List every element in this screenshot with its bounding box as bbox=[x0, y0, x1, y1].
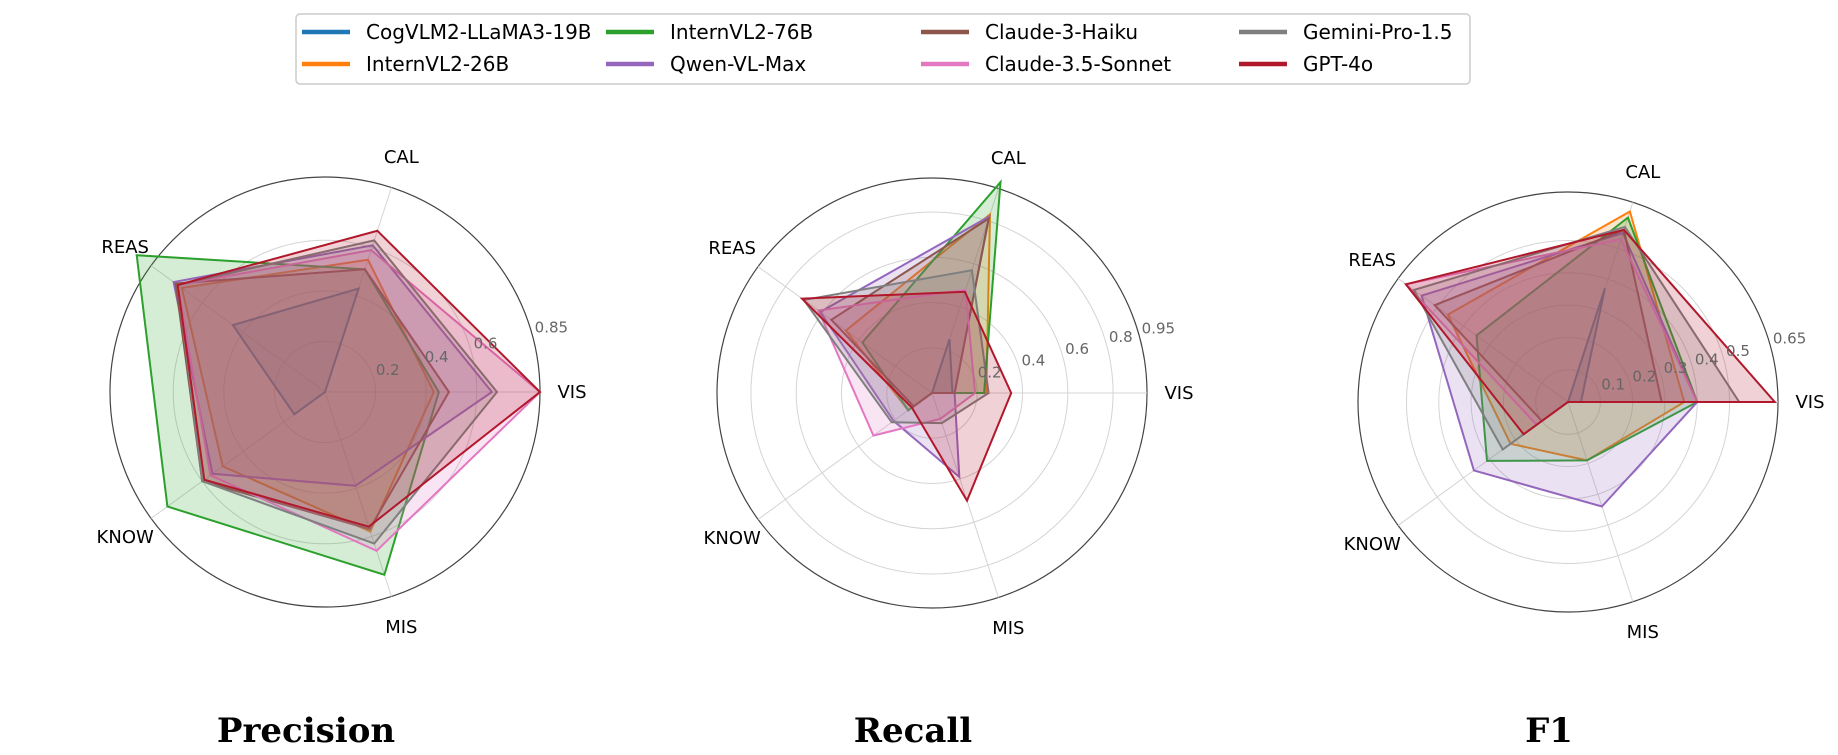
legend-label: Claude-3-Haiku bbox=[985, 20, 1138, 44]
series-claude-3-5-sonnet bbox=[176, 249, 542, 552]
panel-title: F1 bbox=[1525, 711, 1573, 751]
axis-label-cal: CAL bbox=[991, 148, 1026, 169]
series-gemini-pro-1-5 bbox=[802, 269, 990, 425]
legend-entry-claude-3-haiku: Claude-3-Haiku bbox=[921, 20, 1138, 44]
axis-label-know: KNOW bbox=[97, 527, 154, 548]
spoke-reas bbox=[150, 265, 326, 393]
series-claude-3-haiku bbox=[829, 216, 991, 408]
legend-label: Claude-3.5-Sonnet bbox=[985, 52, 1171, 76]
axis-label-reas: REAS bbox=[708, 238, 756, 259]
spoke-mis bbox=[1567, 401, 1634, 602]
legend-label: Qwen-VL-Max bbox=[670, 52, 806, 76]
axis-label-vis: VIS bbox=[1164, 383, 1193, 404]
tick-label: 0.2 bbox=[978, 363, 1002, 381]
legend-label: InternVL2-26B bbox=[366, 52, 509, 76]
tick-label: 0.2 bbox=[376, 361, 400, 379]
axis-label-vis: VIS bbox=[557, 382, 586, 403]
axis-label-mis: MIS bbox=[385, 617, 417, 638]
series-claude-3-5-sonnet bbox=[817, 288, 977, 437]
spoke-mis bbox=[324, 391, 392, 597]
series-cogvlm2-llama3-19b bbox=[231, 287, 361, 416]
series-internvl2-76b bbox=[135, 254, 440, 577]
panel-title: Recall bbox=[854, 711, 973, 751]
panel-title: Precision bbox=[217, 711, 395, 751]
tick-label: 0.6 bbox=[1065, 340, 1089, 358]
spoke-reas bbox=[757, 266, 933, 394]
series-gpt-4o bbox=[176, 229, 542, 528]
tick-label: 0.8 bbox=[1109, 328, 1133, 346]
legend-label: CogVLM2-LLaMA3-19B bbox=[366, 20, 592, 44]
legend-entry-internvl2-76b: InternVL2-76B bbox=[606, 20, 813, 44]
series-gpt-4o bbox=[799, 290, 1013, 503]
spoke-know bbox=[757, 392, 933, 520]
tick-label: 0.3 bbox=[1664, 359, 1688, 377]
legend-box bbox=[295, 13, 1471, 85]
axis-label-know: KNOW bbox=[1344, 534, 1401, 555]
legend-entry-cogvlm2-llama3-19b: CogVLM2-LLaMA3-19B bbox=[302, 20, 592, 44]
axis-label-cal: CAL bbox=[384, 147, 419, 168]
legend-label: InternVL2-76B bbox=[670, 20, 813, 44]
axis-label-vis: VIS bbox=[1795, 392, 1824, 413]
tick-label: 0.6 bbox=[474, 335, 498, 353]
radar-panel-recall: 0.2 0.4 0.6 0.8 0.95 VIS CAL REAS KNOW MIS Recall bbox=[704, 148, 1194, 751]
tick-label: 0.2 bbox=[1632, 367, 1656, 385]
tick-label: 0.4 bbox=[1021, 352, 1045, 370]
axis-label-mis: MIS bbox=[992, 618, 1024, 639]
radar-panels: 0.20.40.60.85VISCALREASKNOWMISPrecision0… bbox=[97, 147, 1825, 751]
legend-entry-gpt-4o: GPT-4o bbox=[1239, 52, 1373, 76]
series-gemini-pro-1-5 bbox=[176, 239, 499, 545]
axis-label-cal: CAL bbox=[1625, 162, 1660, 183]
tick-label: 0.65 bbox=[1773, 330, 1806, 348]
series-gpt-4o bbox=[1404, 228, 1778, 436]
legend-entry-qwen-vl-max: Qwen-VL-Max bbox=[606, 52, 806, 76]
tick-label: 0.4 bbox=[425, 348, 449, 366]
radar-panel-precision: 0.2 0.4 0.6 0.85 VIS CAL REAS KNOW MIS Precision bbox=[97, 147, 587, 751]
tick-label: 0.85 bbox=[535, 318, 568, 336]
tick-label: 0.1 bbox=[1601, 376, 1625, 394]
legend-entry-gemini-pro-1-5: Gemini-Pro-1.5 bbox=[1239, 20, 1452, 44]
legend: CogVLM2-LLaMA3-19B InternVL2-26B InternVL2… bbox=[295, 13, 1471, 85]
axis-label-reas: REAS bbox=[101, 237, 149, 258]
tick-label: 0.95 bbox=[1142, 319, 1175, 337]
radar-panel-f1: 0.1 0.2 0.3 0.4 0.5 0.65 VIS CAL REAS KNOW MIS F1 bbox=[1344, 162, 1825, 751]
axis-label-know: KNOW bbox=[704, 528, 761, 549]
tick-label: 0.5 bbox=[1726, 342, 1750, 360]
legend-label: GPT-4o bbox=[1303, 52, 1373, 76]
axis-label-reas: REAS bbox=[1348, 250, 1396, 271]
tick-label: 0.4 bbox=[1695, 351, 1719, 369]
legend-entry-internvl2-26b: InternVL2-26B bbox=[302, 52, 509, 76]
axis-label-mis: MIS bbox=[1627, 622, 1659, 643]
legend-entry-claude-3-5-sonnet: Claude-3.5-Sonnet bbox=[921, 52, 1171, 76]
series-qwen-vl-max bbox=[1420, 231, 1699, 508]
spoke-reas bbox=[1397, 278, 1569, 403]
legend-label: Gemini-Pro-1.5 bbox=[1303, 20, 1452, 44]
spoke-mis bbox=[931, 392, 999, 598]
